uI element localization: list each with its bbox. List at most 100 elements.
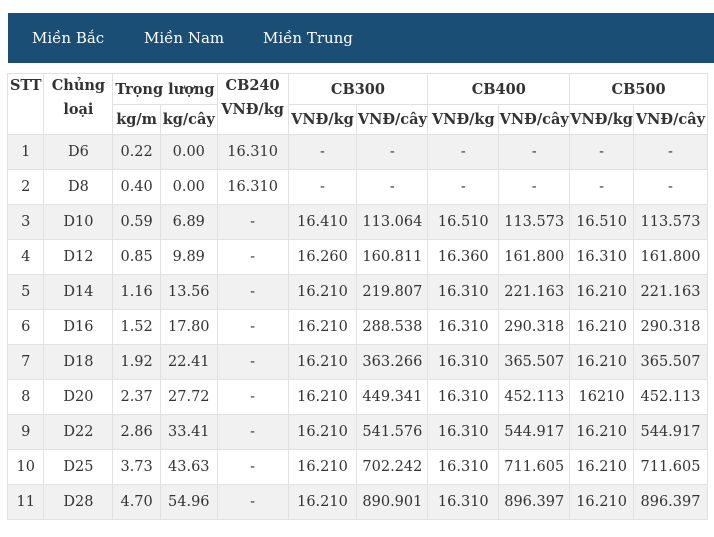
cell-cb400-vnd-kg: - — [427, 169, 500, 205]
cell-cb500-vnd-kg: 16.210 — [569, 309, 634, 345]
cell-cb400-vnd-kg: 16.310 — [427, 344, 500, 380]
cell-cb400-vnd-kg: 16.310 — [427, 309, 500, 345]
cell-cb500-vnd-kg: - — [569, 134, 634, 170]
cell-kg-cay: 9.89 — [159, 239, 218, 275]
cell-chung-loai: D20 — [43, 379, 114, 415]
cell-cb500-vnd-cay: 290.318 — [632, 309, 709, 345]
header-cb240: CB240 VNĐ/kg — [216, 73, 289, 135]
cell-kg-cay: 43.63 — [159, 449, 218, 485]
cell-cb500-vnd-kg: 16.210 — [569, 484, 634, 520]
header-cb500-vnd-kg: VNĐ/kg — [569, 104, 634, 135]
table-row: 8 D20 2.37 27.72-16.210 449.341 16.310 452.113… — [6, 379, 709, 415]
cell-cb240-vnd-kg: - — [216, 274, 289, 310]
cell-chung-loai: D25 — [43, 449, 114, 485]
header-loai: loại — [63, 101, 94, 118]
tab-mien-bac[interactable]: Miền Bắc — [32, 13, 104, 63]
cell-chung-loai: D14 — [43, 274, 114, 310]
table-row: 5 D14 1.16 13.56-16.210 219.807 16.310 221.163… — [6, 274, 709, 310]
tab-label: Miền Trung — [263, 29, 353, 47]
header-subrow: kg/m kg/cây VNĐ/kg VNĐ/cây VNĐ/kg VNĐ/câ… — [8, 104, 709, 135]
cell-cb300-vnd-cay: 160.811 — [356, 239, 429, 275]
cell-cb500-vnd-cay: 113.573 — [632, 204, 709, 240]
cell-cb500-vnd-kg: - — [569, 169, 634, 205]
cell-cb300-vnd-kg: 16.210 — [287, 414, 358, 450]
header-cb400-vnd-cay: VNĐ/cây — [498, 104, 571, 135]
tab-mien-trung[interactable]: Miền Trung — [263, 13, 353, 63]
header-stt: STT — [6, 73, 45, 135]
cell-stt: 10 — [6, 449, 45, 485]
cell-kg-cay: 17.80 — [159, 309, 218, 345]
header-cb400-vnd-kg: VNĐ/kg — [427, 104, 500, 135]
header-cb240-unit: VNĐ/kg — [221, 101, 284, 118]
cell-cb300-vnd-cay: 219.807 — [356, 274, 429, 310]
cell-cb500-vnd-cay: - — [632, 169, 709, 205]
cell-cb500-vnd-kg: 16.210 — [569, 344, 634, 380]
cell-stt: 4 — [6, 239, 45, 275]
tab-mien-nam[interactable]: Miền Nam — [144, 13, 224, 63]
cell-cb240-vnd-kg: - — [216, 414, 289, 450]
table-row: 6 D16 1.52 17.80-16.210 288.538 16.310 290.318… — [6, 309, 709, 345]
cell-cb300-vnd-cay: 541.576 — [356, 414, 429, 450]
cell-kg-m: 0.59 — [112, 204, 161, 240]
cell-chung-loai: D6 — [43, 134, 114, 170]
header-cb240-grade: CB240 — [225, 77, 280, 94]
cell-cb400-vnd-cay: 161.800 — [498, 239, 571, 275]
cell-chung-loai: D28 — [43, 484, 114, 520]
cell-cb400-vnd-kg: 16.310 — [427, 449, 500, 485]
cell-cb500-vnd-cay: 896.397 — [632, 484, 709, 520]
cell-cb300-vnd-kg: 16.210 — [287, 449, 358, 485]
header-chung-loai: Chủng loại — [43, 73, 114, 135]
cell-cb500-vnd-kg: 16.310 — [569, 239, 634, 275]
table-row: 10 D25 3.73 43.63-16.210 702.242 16.310 711.60… — [6, 449, 709, 485]
cell-cb300-vnd-cay: - — [356, 134, 429, 170]
cell-chung-loai: D18 — [43, 344, 114, 380]
header-row: STT Chủng loại Trọng lượng CB240 VNĐ/kg CB… — [6, 73, 708, 135]
cell-kg-cay: 6.89 — [159, 204, 218, 240]
table-row: 2 D8 0.40 0.00 16.310- - - - - - — [6, 169, 709, 205]
cell-cb500-vnd-kg: 16.210 — [569, 449, 634, 485]
table-body: 1 D6 0.22 0.00 16.310- - - - - -2 D8 0.40 0.00 16.310… — [6, 134, 709, 520]
cell-kg-cay: 54.96 — [159, 484, 218, 520]
cell-cb300-vnd-kg: 16.210 — [287, 274, 358, 310]
cell-stt: 3 — [6, 204, 45, 240]
cell-cb400-vnd-kg: 16.310 — [427, 484, 500, 520]
cell-chung-loai: D12 — [43, 239, 114, 275]
header-cb300-vnd-kg: VNĐ/kg — [287, 104, 358, 135]
region-tab-bar: Miền Bắc Miền Nam Miền Trung — [8, 13, 714, 63]
cell-kg-m: 1.16 — [112, 274, 161, 310]
cell-kg-cay: 13.56 — [159, 274, 218, 310]
cell-stt: 11 — [6, 484, 45, 520]
cell-cb400-vnd-cay: - — [498, 169, 571, 205]
cell-cb500-vnd-cay: 544.917 — [632, 414, 709, 450]
cell-cb240-vnd-kg: - — [216, 204, 289, 240]
cell-chung-loai: D8 — [43, 169, 114, 205]
cell-cb400-vnd-cay: 544.917 — [498, 414, 571, 450]
cell-cb500-vnd-kg: 16.510 — [569, 204, 634, 240]
cell-cb300-vnd-kg: - — [287, 169, 358, 205]
cell-cb400-vnd-cay: 221.163 — [498, 274, 571, 310]
cell-cb240-vnd-kg: - — [216, 449, 289, 485]
cell-kg-m: 2.37 — [112, 379, 161, 415]
header-chung: Chủng — [51, 77, 106, 94]
cell-stt: 7 — [6, 344, 45, 380]
cell-chung-loai: D22 — [43, 414, 114, 450]
table-row: 11 D28 4.70 54.96-16.210 890.901 16.310 896.39… — [6, 484, 709, 520]
cell-chung-loai: D10 — [43, 204, 114, 240]
cell-kg-cay: 0.00 — [159, 169, 218, 205]
cell-kg-cay: 33.41 — [159, 414, 218, 450]
cell-cb240-vnd-kg: - — [216, 379, 289, 415]
cell-cb240-vnd-kg: - — [216, 484, 289, 520]
cell-cb400-vnd-kg: 16.310 — [427, 414, 500, 450]
cell-cb400-vnd-cay: 452.113 — [498, 379, 571, 415]
cell-kg-m: 4.70 — [112, 484, 161, 520]
cell-cb300-vnd-cay: 702.242 — [356, 449, 429, 485]
table-row: 7 D18 1.92 22.41-16.210 363.266 16.310 365.507… — [6, 344, 709, 380]
cell-cb240-vnd-kg: 16.310 — [216, 169, 289, 205]
cell-cb300-vnd-kg: 16.210 — [287, 309, 358, 345]
cell-cb400-vnd-kg: 16.360 — [427, 239, 500, 275]
cell-kg-m: 2.86 — [112, 414, 161, 450]
cell-kg-m: 1.92 — [112, 344, 161, 380]
cell-stt: 8 — [6, 379, 45, 415]
header-cb500-vnd-cay: VNĐ/cây — [632, 104, 709, 135]
cell-cb500-vnd-cay: 365.507 — [632, 344, 709, 380]
